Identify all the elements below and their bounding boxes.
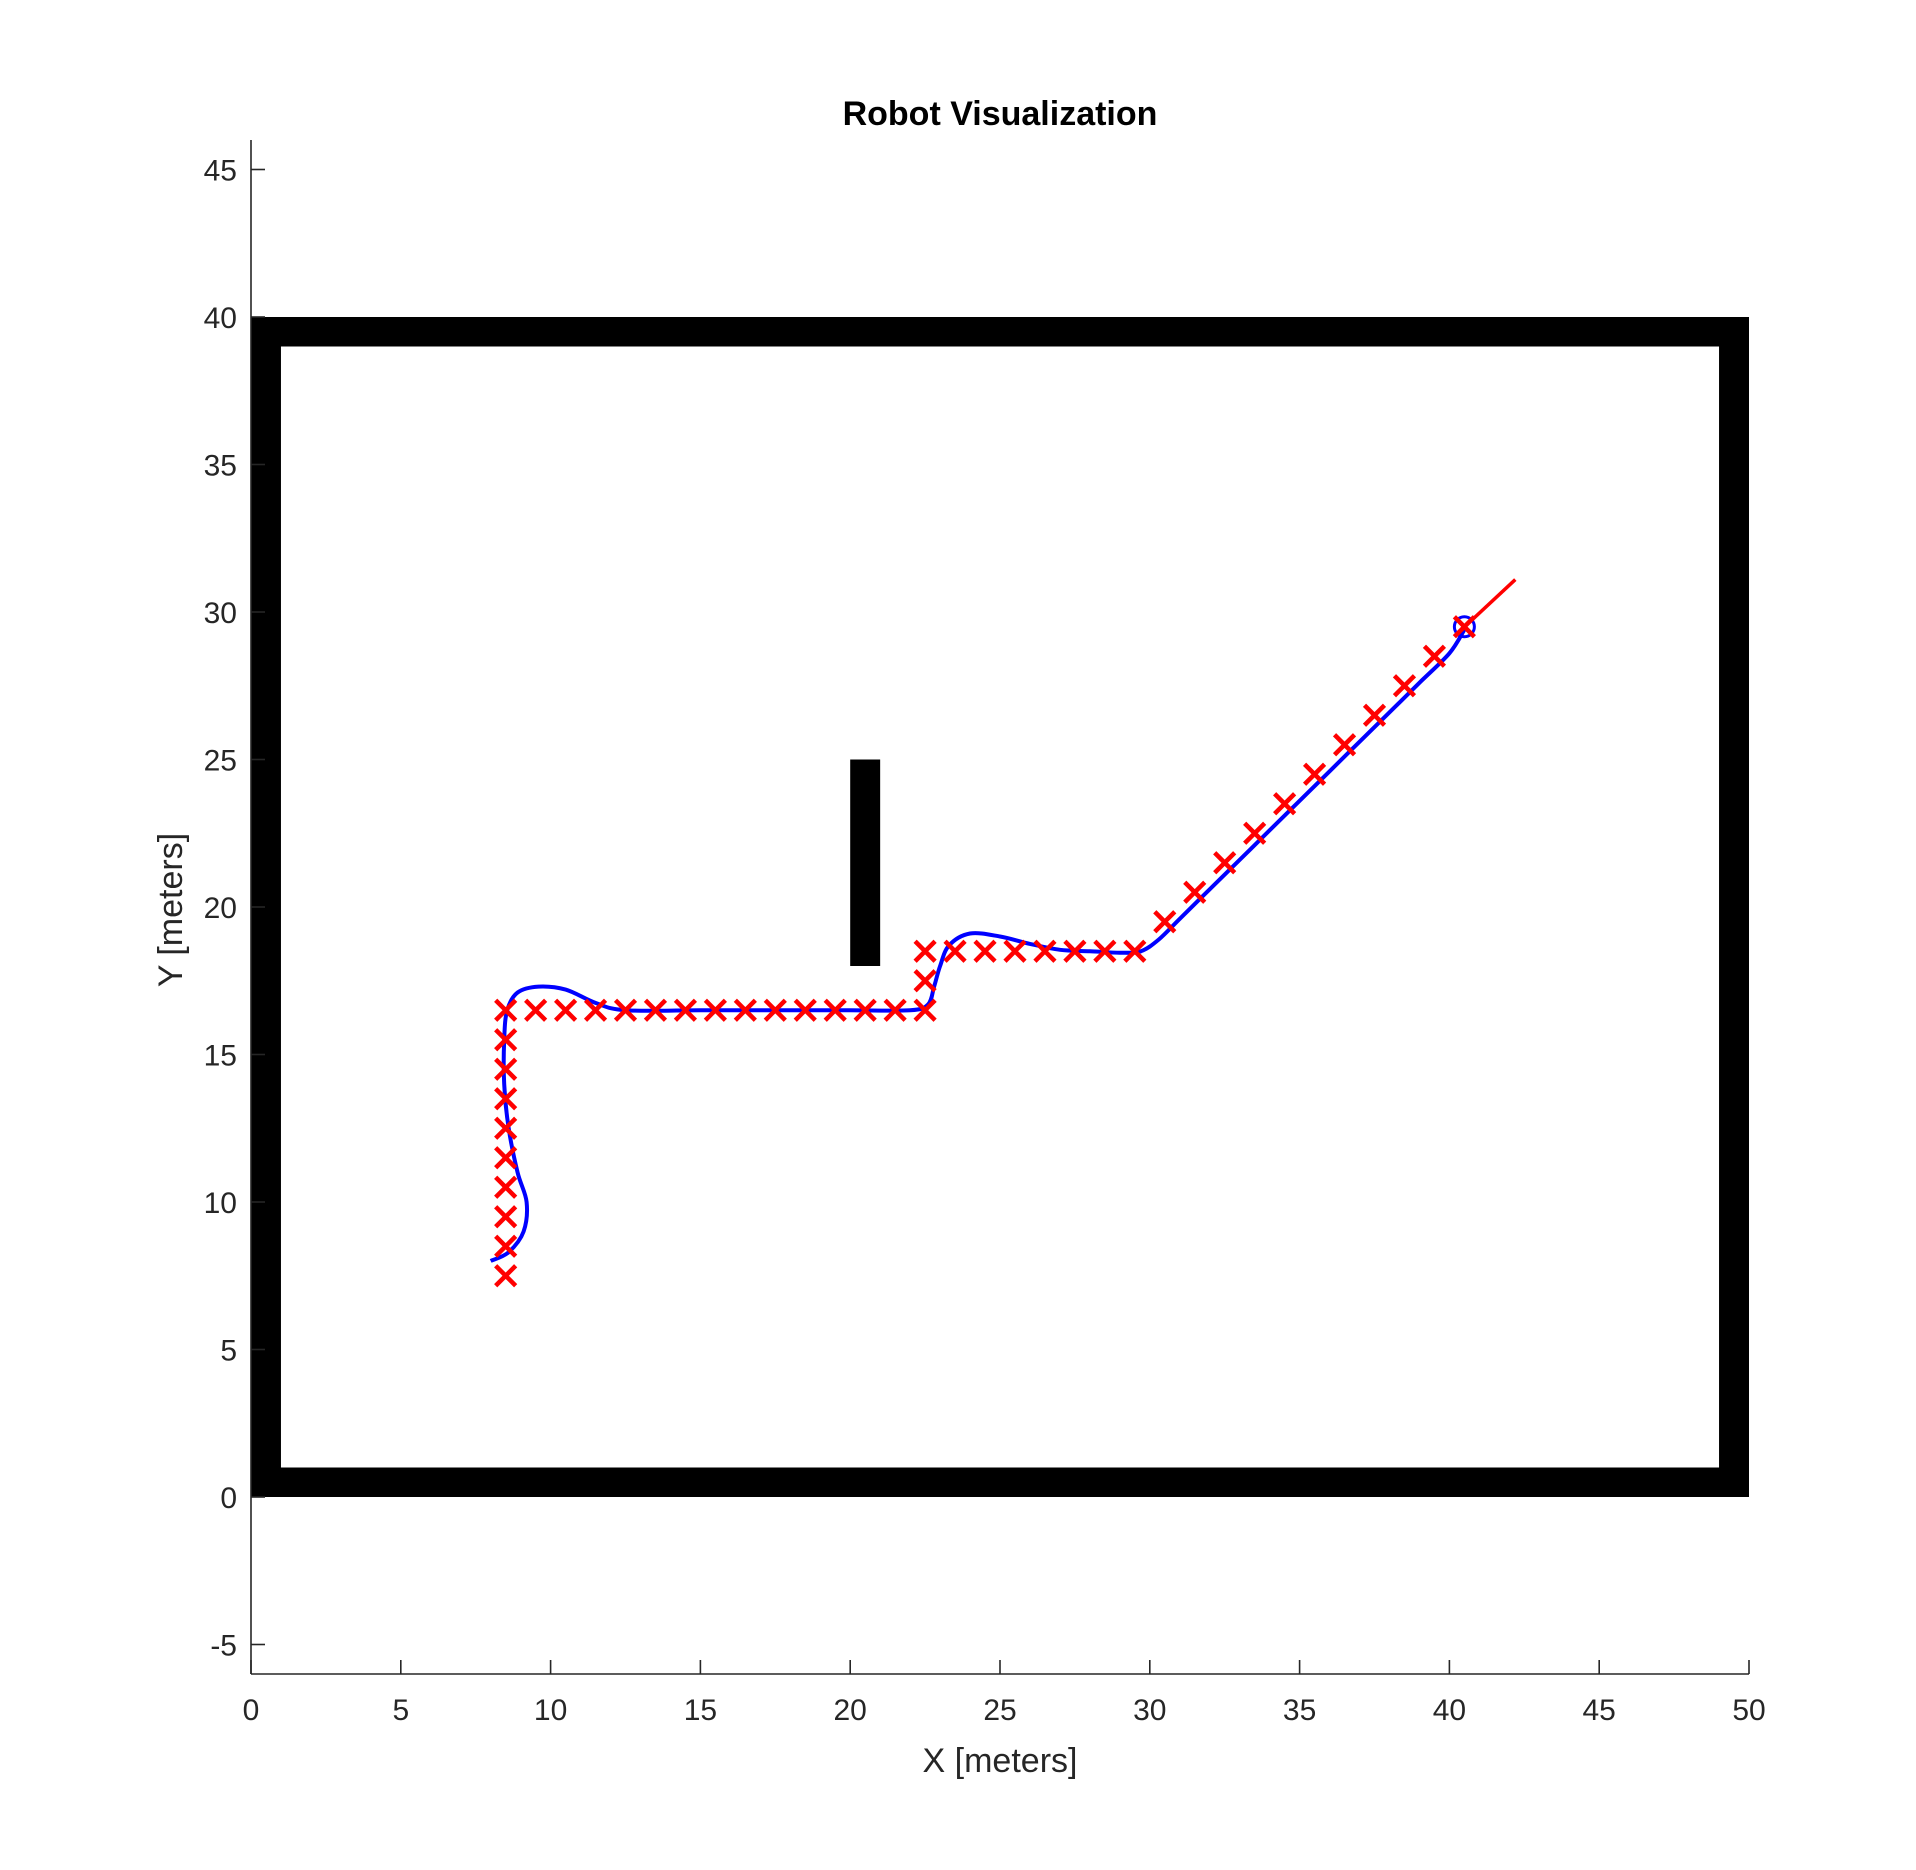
waypoint-marker [1362,703,1387,727]
right-wall [1719,317,1749,1497]
waypoint-marker [1063,939,1087,963]
y-ticks: -5 0 5 10 15 20 25 30 35 40 45 [204,155,265,1663]
robot-path-line [489,628,1467,1263]
chart-title: Robot Visualization [843,95,1158,133]
waypoint-marker [1273,792,1297,816]
x-tick-label: 45 [1583,1694,1616,1727]
waypoint-marker [643,998,668,1022]
waypoint-marker [1033,939,1057,963]
y-tick-label: 35 [204,450,237,483]
x-tick-label: 15 [684,1694,717,1727]
waypoint-marker [494,1234,518,1258]
y-tick-label: -5 [210,1630,237,1663]
waypoint-marker [1422,644,1447,668]
x-axis-label: X [meters] [923,1742,1078,1780]
waypoint-marker [494,1146,518,1170]
waypoint-marker [494,1028,518,1052]
robot-position-marker [1452,615,1476,639]
top-wall [251,317,1749,347]
y-tick-label: 40 [204,302,237,335]
x-tick-label: 50 [1732,1694,1765,1727]
waypoint-marker [1123,939,1147,963]
waypoint-marker [673,998,698,1022]
y-tick-label: 5 [220,1335,237,1368]
y-tick-label: 10 [204,1187,237,1220]
waypoint-marker [494,1087,518,1111]
waypoint-marker [494,998,518,1022]
waypoint-marker [1153,910,1177,934]
waypoint-marker [853,998,877,1022]
waypoint-marker [1213,851,1237,875]
obstacle [850,759,881,966]
waypoint-marker [823,998,847,1022]
waypoint-marker [1093,939,1117,963]
waypoint-marker [613,998,638,1022]
y-tick-label: 20 [204,892,237,925]
x-tick-label: 35 [1283,1694,1316,1727]
waypoint-marker [1243,821,1267,845]
waypoint-marker [583,998,608,1022]
waypoint-marker [1003,939,1027,963]
waypoint-marker [494,1264,518,1288]
bottom-wall [251,1467,1749,1497]
waypoint-marker [1452,615,1476,639]
waypoint-marker [553,998,578,1022]
waypoint-marker [913,939,937,963]
path-layer [489,628,1467,1263]
y-tick-label: 0 [220,1482,237,1515]
waypoint-marker [703,998,727,1022]
waypoint-marker [1183,880,1207,904]
waypoint-marker [913,998,937,1022]
waypoint-marker [524,998,548,1022]
waypoint-marker [943,939,967,963]
y-tick-label: 45 [204,155,237,188]
waypoint-marker [494,1057,518,1081]
y-tick-label: 25 [204,745,237,778]
x-tick-label: 0 [243,1694,260,1727]
waypoint-marker [494,1205,518,1229]
axes-layer [250,140,1749,1675]
waypoint-marker [973,939,997,963]
waypoint-marker [1332,733,1357,757]
y-tick-label: 15 [204,1040,237,1073]
waypoint-marker [883,998,907,1022]
waypoint-marker [913,969,937,993]
waypoint-marker [1302,762,1327,786]
x-tick-label: 25 [983,1694,1016,1727]
waypoint-marker [763,998,787,1022]
waypoint-markers-layer [494,615,1476,1288]
x-tick-label: 30 [1133,1694,1166,1727]
x-tick-label: 40 [1433,1694,1466,1727]
y-tick-label: 30 [204,597,237,630]
waypoint-marker [1392,674,1417,698]
waypoint-marker [494,1116,518,1140]
waypoint-marker [494,1175,518,1199]
x-tick-label: 10 [534,1694,567,1727]
x-tick-label: 20 [834,1694,867,1727]
waypoint-marker [793,998,817,1022]
walls-layer [251,317,1749,1497]
waypoint-marker [733,998,757,1022]
x-tick-label: 5 [392,1694,409,1727]
x-ticks: 0 5 10 15 20 25 30 35 40 45 50 [243,1660,1766,1727]
y-axis-label: Y [meters] [152,833,190,987]
